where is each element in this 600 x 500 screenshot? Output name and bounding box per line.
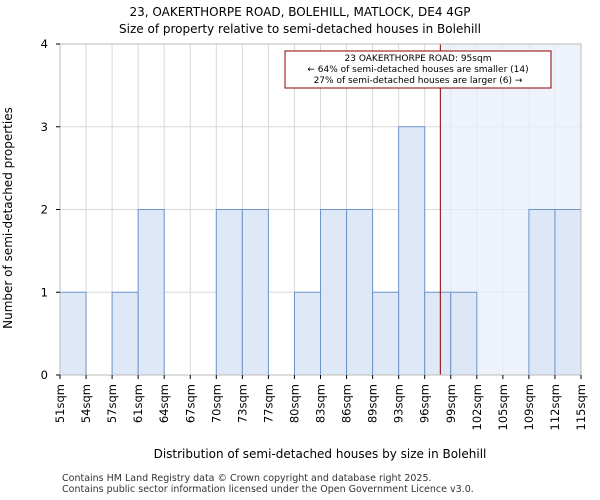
x-tick-label: 64sqm <box>157 384 171 423</box>
bar-83sqm <box>320 209 348 376</box>
x-tick-label: 99sqm <box>444 384 458 423</box>
bar-86sqm <box>346 209 374 376</box>
bar-70sqm <box>215 209 243 376</box>
annotation-line-2: ← 64% of semi-detached houses are smalle… <box>307 65 528 75</box>
x-tick-label: 80sqm <box>287 384 301 423</box>
footer-line-1: Contains HM Land Registry data © Crown c… <box>62 473 432 484</box>
bar-112sqm <box>554 209 582 376</box>
bar-51sqm <box>59 291 87 376</box>
bars <box>59 126 582 376</box>
x-tick-labels: 51sqm 54sqm 57sqm 61sqm 64sqm 67sqm 70sqm 73sqm… <box>53 384 588 430</box>
bar-109sqm <box>528 209 556 376</box>
x-tick-label: 93sqm <box>392 384 406 423</box>
y-tick-label: 2 <box>41 203 48 217</box>
bar-93sqm <box>398 126 426 376</box>
x-tick-label: 102sqm <box>470 384 484 430</box>
y-tick-label: 3 <box>41 120 48 134</box>
bar-73sqm <box>241 209 269 376</box>
x-tick-label: 73sqm <box>235 384 249 423</box>
footer-line-2: Contains public sector information licen… <box>62 484 474 495</box>
bar-96sqm <box>424 291 452 376</box>
annotation-line-3: 27% of semi-detached houses are larger (… <box>314 76 523 86</box>
annotation-box: 23 OAKERTHORPE ROAD: 95sqm ← 64% of semi… <box>284 50 552 89</box>
x-tick-label: 57sqm <box>105 384 119 423</box>
x-tick-label: 105sqm <box>496 384 510 430</box>
x-tick-label: 77sqm <box>261 384 275 423</box>
x-tick-label: 54sqm <box>79 384 93 423</box>
y-tick-label: 1 <box>41 285 48 299</box>
y-axis-label: Number of semi-detached properties <box>1 107 15 329</box>
chart-title: 23, OAKERTHORPE ROAD, BOLEHILL, MATLOCK,… <box>130 5 471 19</box>
x-tick-label: 70sqm <box>209 384 223 423</box>
x-axis-label: Distribution of semi-detached houses by … <box>154 447 487 461</box>
bar-99sqm <box>450 291 478 376</box>
x-tick-label: 67sqm <box>183 384 197 423</box>
bar-57sqm <box>111 291 139 376</box>
x-tick-label: 61sqm <box>131 384 145 423</box>
y-tick-labels: 0 1 2 3 4 <box>41 37 48 382</box>
annotation-border <box>284 50 552 89</box>
x-tick-label: 51sqm <box>53 384 67 423</box>
y-tick-label: 0 <box>41 368 48 382</box>
bar-61sqm <box>137 209 165 376</box>
x-tick-label: 109sqm <box>522 384 536 430</box>
x-tick-label: 115sqm <box>574 384 588 430</box>
bar-89sqm <box>372 291 400 376</box>
x-tick-label: 96sqm <box>418 384 432 423</box>
x-tick-label: 83sqm <box>314 384 328 423</box>
bar-80sqm <box>293 291 322 376</box>
x-tick-label: 86sqm <box>340 384 354 423</box>
axes <box>56 43 582 379</box>
chart-subtitle: Size of property relative to semi-detach… <box>119 22 481 36</box>
y-tick-label: 4 <box>41 37 48 51</box>
x-tick-label: 89sqm <box>366 384 380 423</box>
annotation-line-1: 23 OAKERTHORPE ROAD: 95sqm <box>345 54 492 64</box>
x-tick-label: 112sqm <box>548 384 562 430</box>
